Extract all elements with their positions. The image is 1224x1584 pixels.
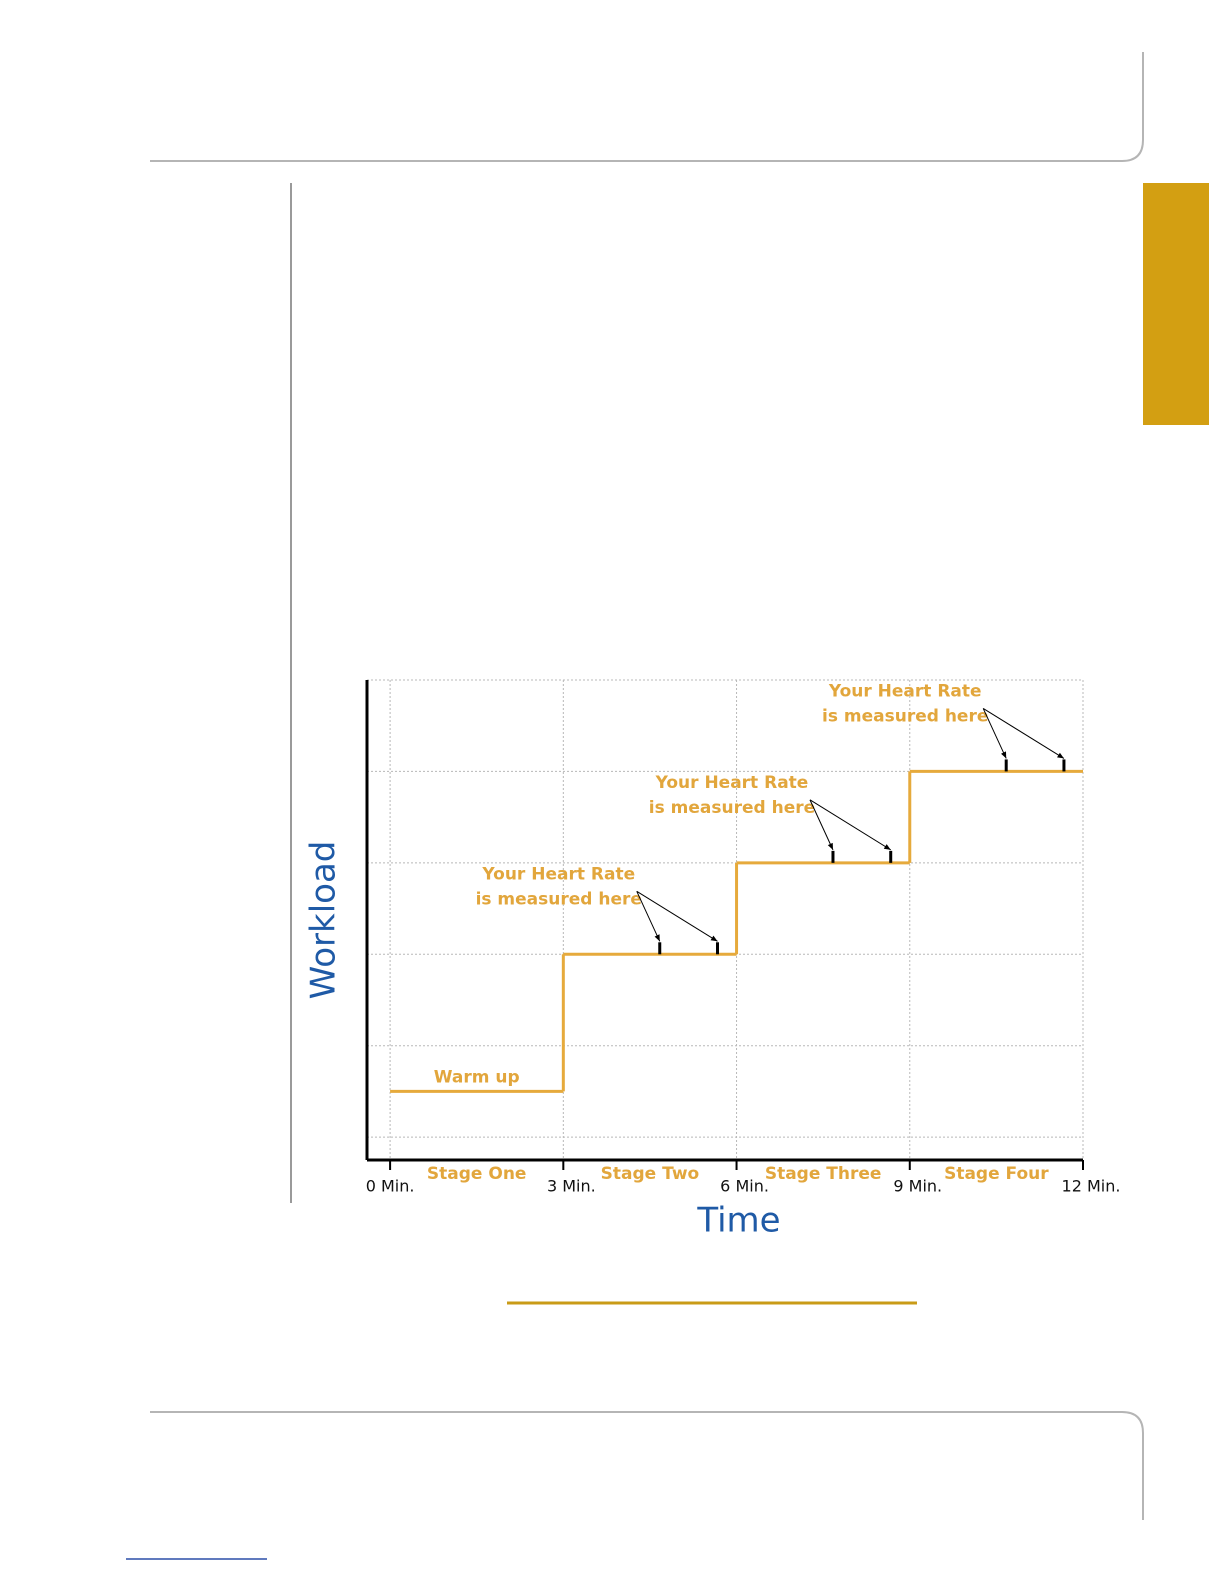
annotation-text: Your Heart Rate (655, 773, 809, 793)
annotation-arrow (636, 890, 718, 942)
stage-label: Stage Four (944, 1164, 1049, 1184)
annotation-arrow (809, 799, 891, 851)
x-tick-label: 6 Min. (720, 1177, 769, 1196)
y-axis-label: Workload (304, 841, 344, 1000)
stage-label: Stage Three (765, 1164, 882, 1184)
arrow-head (827, 842, 833, 850)
x-tick-label: 3 Min. (547, 1177, 596, 1196)
arrow-head (710, 935, 718, 942)
annotation-text: is measured here (476, 889, 642, 909)
chart: Time Workload 0 Min. 3 Min. 6 Min. 9 Min. 12… (304, 679, 1121, 1241)
annotation-arrow (982, 708, 1065, 759)
x-tick-label: 12 Min. (1062, 1177, 1121, 1196)
arrow-head (883, 844, 891, 850)
annotation-text: is measured here (822, 706, 988, 726)
x-axis-label: Time (696, 1201, 780, 1241)
stage-label: Stage Two (601, 1164, 700, 1184)
x-tick-label: 0 Min. (366, 1177, 415, 1196)
annotation-text: Your Heart Rate (481, 864, 635, 884)
arrow-head (1057, 752, 1064, 759)
header-rule (150, 52, 1144, 162)
section-tab (1143, 183, 1209, 425)
annotation-text: Your Heart Rate (828, 681, 982, 701)
stage-label: Stage One (427, 1164, 527, 1184)
annotation-arrow (809, 799, 834, 851)
annotation-arrow (636, 891, 661, 942)
arrow-head (654, 934, 660, 942)
arrow-head (1001, 751, 1007, 759)
step-label: Warm up (434, 1067, 520, 1087)
annotation-text: is measured here (649, 798, 815, 818)
x-tick-label: 9 Min. (893, 1177, 942, 1196)
footer-rule (150, 1411, 1144, 1520)
annotation-arrow (982, 708, 1007, 759)
